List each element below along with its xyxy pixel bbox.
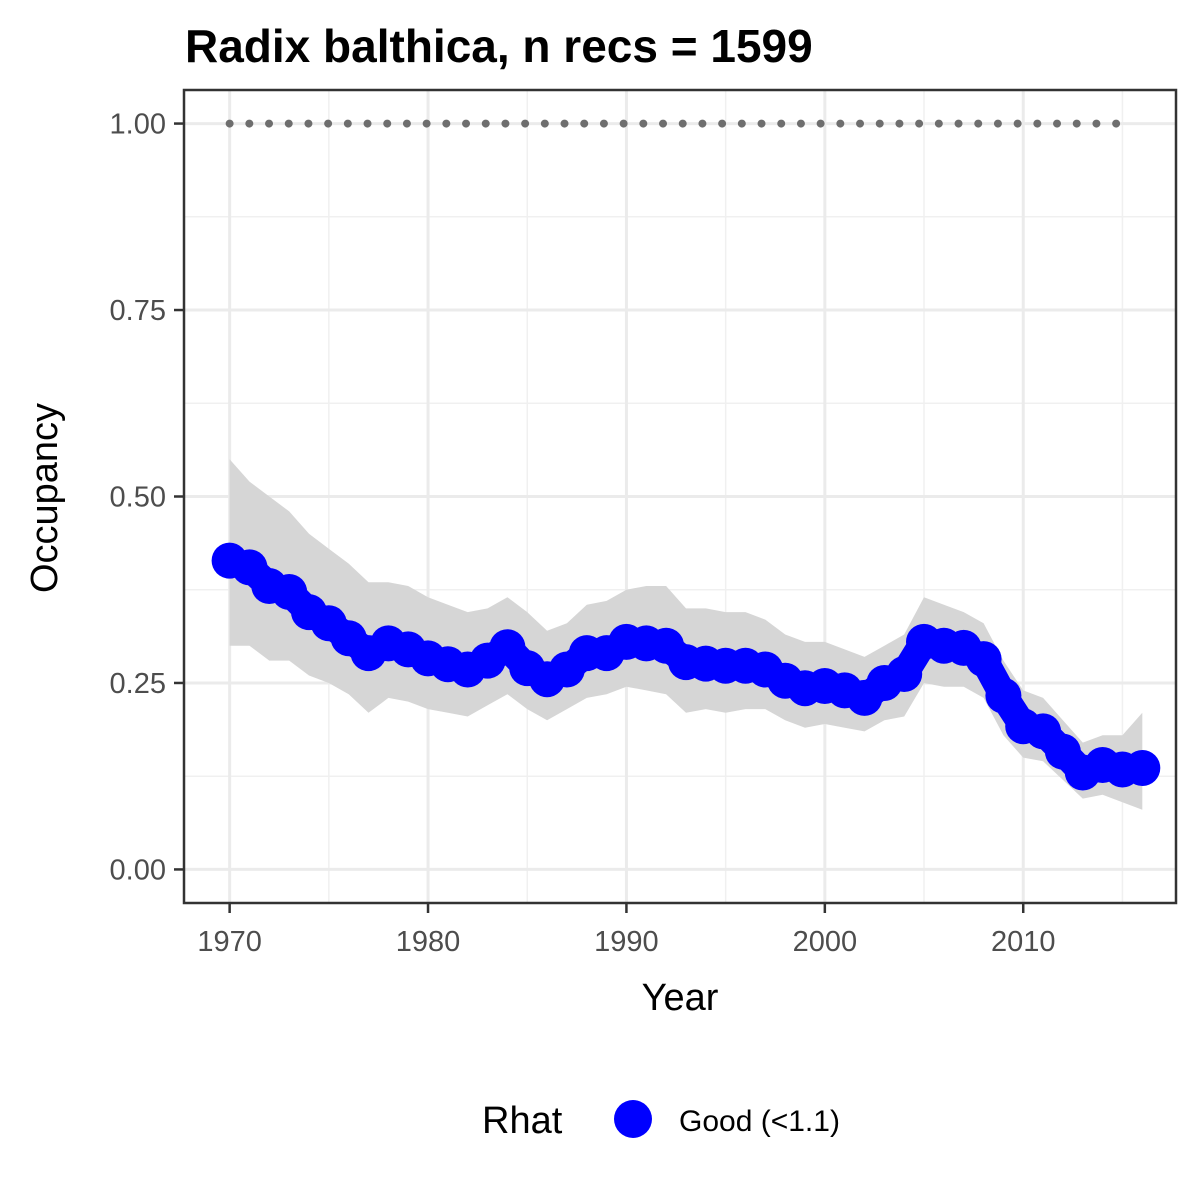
x-tick-label: 1980 — [396, 926, 461, 958]
x-tick-label: 1990 — [594, 926, 659, 958]
y-tick-label: 0.75 — [110, 295, 166, 327]
y-axis-title: Occupancy — [24, 403, 66, 593]
y-tick-label: 0.50 — [110, 482, 166, 514]
x-axis-title: Year — [642, 977, 719, 1019]
confidence-band — [229, 459, 1143, 810]
x-tick-label: 1970 — [197, 926, 262, 958]
data-point — [985, 677, 1022, 714]
data-point — [886, 656, 923, 692]
y-tick-label: 0.25 — [110, 668, 166, 700]
y-tick-label: 0.00 — [110, 854, 166, 886]
x-tick-label: 2000 — [793, 926, 858, 958]
x-tick-label: 2010 — [991, 926, 1056, 958]
data-point — [965, 641, 1002, 678]
legend-title: Rhat — [482, 1100, 563, 1142]
y-tick-label: 1.00 — [110, 109, 166, 141]
legend: Rhat Good (<1.1) — [482, 1100, 840, 1142]
plot-area: 1970 1980 1990 2000 2010 0.00 0.25 0.50 0.75 1.00 — [110, 88, 1178, 958]
legend-label-good: Good (<1.1) — [679, 1105, 840, 1138]
data-point — [1124, 750, 1161, 786]
legend-key-good — [614, 1100, 652, 1138]
chart-title: Radix balthica, n recs = 1599 — [185, 20, 813, 72]
